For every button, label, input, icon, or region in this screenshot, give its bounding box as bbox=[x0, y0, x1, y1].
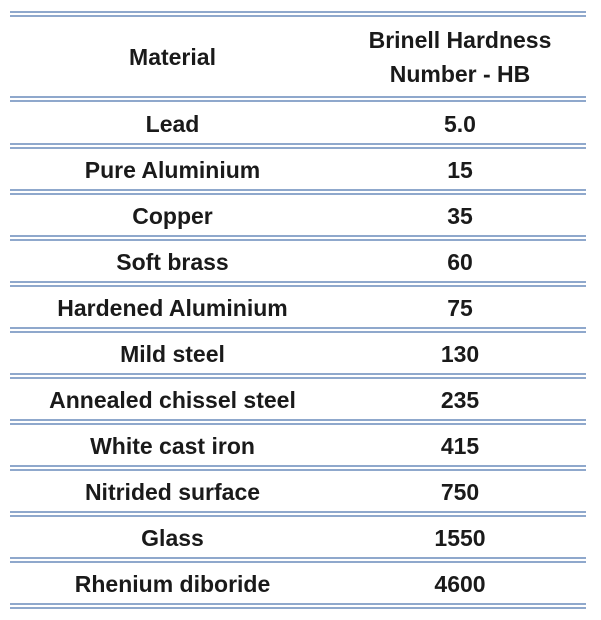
material-cell: Glass bbox=[141, 525, 204, 551]
hardness-cell: 35 bbox=[447, 203, 473, 229]
table-rule bbox=[10, 143, 586, 149]
hardness-cell: 415 bbox=[440, 433, 480, 459]
material-cell: Mild steel bbox=[120, 341, 225, 367]
material-cell: Lead bbox=[145, 111, 200, 137]
table-rule bbox=[10, 96, 586, 102]
hardness-cell: 60 bbox=[447, 249, 473, 275]
hardness-cell: 4600 bbox=[434, 571, 486, 597]
table-rule bbox=[10, 603, 586, 609]
material-cell: Soft brass bbox=[116, 249, 229, 275]
header-cell: Material bbox=[129, 44, 216, 70]
table-rule bbox=[10, 419, 586, 425]
material-cell: Pure Aluminium bbox=[84, 157, 261, 183]
table-rule bbox=[10, 557, 586, 563]
table-rule bbox=[10, 327, 586, 333]
table-rule bbox=[10, 189, 586, 195]
material-cell: Rhenium diboride bbox=[74, 571, 271, 597]
hardness-cell: 75 bbox=[447, 295, 473, 321]
table-rule bbox=[10, 373, 586, 379]
table-rule bbox=[10, 11, 586, 17]
table-rule bbox=[10, 281, 586, 287]
material-cell: Nitrided surface bbox=[84, 479, 261, 505]
hardness-cell: 235 bbox=[440, 387, 480, 413]
material-cell: Annealed chissel steel bbox=[49, 387, 296, 413]
table-rule bbox=[10, 465, 586, 471]
hardness-cell: 1550 bbox=[434, 525, 486, 551]
material-cell: Copper bbox=[132, 203, 213, 229]
material-cell: White cast iron bbox=[90, 433, 255, 459]
table-rule bbox=[10, 511, 586, 517]
hardness-cell: 130 bbox=[440, 341, 480, 367]
material-cell: Hardened Aluminium bbox=[57, 295, 288, 321]
hardness-cell: 5.0 bbox=[444, 111, 476, 137]
header-cell: Brinell Hardness Number - HB bbox=[368, 27, 552, 87]
table-rule bbox=[10, 235, 586, 241]
hardness-cell: 750 bbox=[440, 479, 480, 505]
hardness-cell: 15 bbox=[447, 157, 473, 183]
